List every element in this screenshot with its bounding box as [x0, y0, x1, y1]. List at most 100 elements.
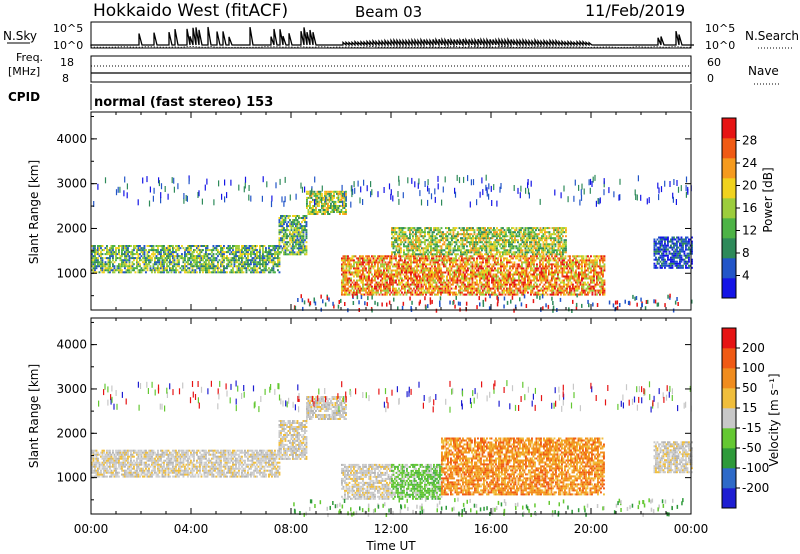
echo-cell — [169, 247, 171, 250]
echo-cell — [551, 267, 553, 270]
echo-cell — [432, 275, 435, 278]
echo-cell — [440, 267, 442, 270]
echo-cell — [98, 249, 101, 252]
echo-cell — [469, 249, 471, 252]
echo-cell — [396, 293, 399, 296]
echo-cell — [500, 257, 502, 260]
echo-cell — [278, 271, 281, 274]
echo-cell — [356, 267, 358, 270]
echo-cell — [419, 275, 421, 278]
echo-cell — [342, 261, 345, 264]
echo-cell — [446, 275, 448, 278]
echo-cell — [115, 259, 117, 262]
echo-cell — [600, 257, 603, 260]
echo-cell — [185, 249, 188, 252]
echo-cell — [404, 287, 406, 290]
echo-cell — [470, 241, 473, 244]
echo-cell — [504, 257, 507, 260]
echo-cell — [368, 257, 370, 260]
echo-cell — [272, 269, 275, 272]
echo-cell — [602, 291, 604, 294]
echo-cell — [528, 287, 531, 290]
echo-cell — [392, 257, 394, 260]
echo-cell — [151, 253, 153, 256]
echo-cell — [485, 275, 487, 278]
echo-cell — [581, 269, 583, 272]
echo-cell — [524, 255, 526, 258]
echo-cell — [389, 281, 391, 284]
echo-cell — [437, 279, 439, 282]
echo-cell — [101, 249, 104, 252]
echo-cell — [399, 269, 402, 272]
echo-cell — [256, 257, 258, 260]
echo-cell — [475, 235, 477, 238]
echo-cell — [518, 287, 520, 290]
echo-cell — [563, 257, 565, 260]
echo-cell — [431, 239, 434, 242]
echo-cell — [170, 251, 173, 254]
echo-cell — [473, 243, 476, 246]
echo-cell — [268, 267, 270, 270]
echo-cell — [439, 253, 441, 256]
echo-cell — [410, 229, 413, 232]
echo-cell — [342, 213, 344, 215]
echo-cell — [298, 243, 300, 246]
echo-cell — [528, 257, 531, 260]
echo-cell — [149, 267, 152, 270]
echo-cell — [256, 265, 258, 268]
echo-cell — [401, 271, 403, 274]
echo-cell — [316, 211, 319, 213]
echo-cell — [100, 253, 102, 256]
echo-cell — [394, 245, 396, 248]
echo-cell — [115, 269, 117, 272]
echo-cell — [549, 257, 552, 260]
echo-cell — [449, 251, 452, 254]
echo-cell — [551, 289, 553, 292]
echo-cell — [170, 269, 173, 272]
echo-cell — [497, 283, 499, 286]
echo-cell — [575, 271, 577, 274]
echo-cell — [287, 249, 290, 252]
echo-cell — [301, 231, 303, 234]
echo-cell — [414, 259, 417, 262]
echo-cell — [172, 247, 174, 250]
echo-cell — [94, 251, 96, 254]
echo-cell — [524, 259, 526, 262]
echo-cell — [436, 251, 438, 254]
echo-cell — [359, 257, 361, 260]
echo-cell — [416, 227, 419, 230]
echo-cell — [492, 291, 495, 294]
echo-cell — [448, 249, 450, 252]
echo-cell — [552, 289, 555, 292]
echo-cell — [302, 219, 305, 222]
echo-cell — [134, 271, 137, 274]
echo-cell — [197, 245, 200, 247]
echo-cell — [478, 227, 480, 230]
echo-cell — [239, 251, 242, 254]
echo-cell — [333, 211, 335, 213]
echo-cell — [479, 233, 482, 236]
echo-cell — [478, 251, 480, 254]
echo-cell — [167, 253, 170, 256]
echo-cell — [466, 227, 468, 230]
echo-cell — [391, 237, 393, 240]
echo-cell — [173, 251, 176, 254]
echo-cell — [470, 227, 473, 230]
echo-cell — [348, 257, 351, 260]
echo-cell — [275, 263, 278, 266]
echo-cell — [200, 269, 203, 272]
echo-cell — [603, 263, 606, 266]
echo-cell — [525, 255, 528, 258]
echo-cell — [525, 261, 528, 264]
echo-cell — [530, 257, 532, 260]
echo-cell — [427, 253, 429, 256]
echo-cell — [465, 259, 468, 262]
echo-cell — [289, 239, 291, 242]
echo-cell — [365, 269, 367, 272]
echo-cell — [259, 249, 261, 252]
echo-cell — [431, 269, 433, 272]
echo-cell — [125, 255, 128, 258]
echo-cell — [233, 251, 236, 254]
echo-cell — [503, 289, 505, 292]
echo-cell — [570, 287, 573, 290]
